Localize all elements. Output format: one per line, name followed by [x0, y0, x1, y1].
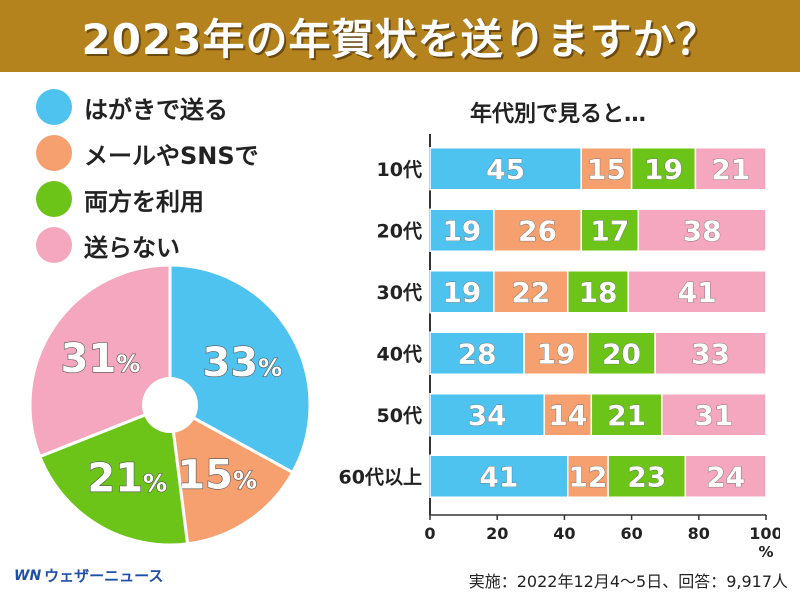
brand: WN ウェザーニュース	[14, 565, 163, 586]
survey-source: 実施：2022年12月4～5日、回答：9,917人	[468, 572, 788, 591]
legend-swatch-sns	[36, 135, 72, 171]
header-banner: 2023年の年賀状を送りますか？	[0, 0, 800, 72]
bar-value-label: 19	[442, 276, 481, 309]
bar-segment	[580, 147, 633, 191]
bar-value-label: 19	[537, 337, 576, 370]
bar-value-label: 17	[590, 214, 629, 247]
pie-center-hole	[142, 377, 198, 433]
x-axis-unit: %	[758, 543, 773, 558]
bar-segment	[429, 331, 525, 375]
bar-value-label: 15	[587, 153, 626, 186]
bar-segment	[654, 331, 767, 375]
bar-segment	[493, 208, 582, 252]
bar-value-label: 38	[683, 214, 722, 247]
category-label: 40代	[377, 343, 422, 365]
bar-segment	[429, 454, 569, 498]
legend-item-sns: メールやSNSで	[36, 130, 259, 176]
category-label: 60代以上	[339, 466, 422, 488]
bar-value-label: 21	[607, 399, 646, 432]
bar-chart-title: 年代別で見ると…	[470, 102, 647, 127]
bar-value-label: 41	[678, 276, 717, 309]
pie-slice	[28, 263, 172, 459]
legend-item-card: はがきで送る	[36, 84, 259, 130]
bar-segment	[543, 393, 593, 437]
legend-label-sns: メールやSNSで	[84, 141, 259, 170]
x-tick-label: 80	[688, 524, 710, 543]
stacked-bar-chart: 10代 45 15 19 21 20代 19 26 17 38 30代 19 22 18 41 40代 28 19…	[339, 134, 780, 558]
x-tick-label: 0	[424, 524, 435, 543]
bar-value-label: 19	[442, 214, 481, 247]
pie-slice-label: 21%	[87, 455, 167, 501]
bar-value-label: 20	[602, 337, 641, 370]
bar-value-label: 22	[511, 276, 550, 309]
legend-swatch-both	[36, 181, 72, 217]
bar-value-label: 23	[627, 460, 666, 493]
page-title: 2023年の年賀状を送りますか？	[81, 14, 719, 64]
legend-label-card: はがきで送る	[84, 95, 228, 124]
bar-segment	[567, 270, 629, 314]
bar-segment	[429, 270, 495, 314]
brand-logo-icon: WN	[14, 567, 42, 584]
bar-value-label: 34	[468, 399, 507, 432]
bar-segment	[567, 454, 609, 498]
bar-value-label: 24	[706, 460, 745, 493]
legend-swatch-card	[36, 89, 72, 125]
bar-value-label: 33	[691, 337, 730, 370]
pie-chart: 33% 15%21% 31%	[28, 263, 312, 547]
bar-value-label: 41	[479, 460, 518, 493]
bar-segment	[684, 454, 767, 498]
bar-segment	[661, 393, 767, 437]
bar-value-label: 45	[486, 153, 525, 186]
legend-item-none: 送らない	[36, 222, 259, 268]
brand-name: ウェザーニュース	[44, 567, 164, 585]
legend: はがきで送る メールやSNSで 両方を利用 送らない	[36, 84, 259, 268]
bar-value-label: 14	[548, 399, 587, 432]
pie-slice-label: 33%	[202, 340, 282, 386]
category-label: 20代	[377, 220, 422, 242]
x-tick-label: 100	[749, 524, 780, 543]
legend-item-both: 両方を利用	[36, 176, 259, 222]
category-label: 10代	[377, 159, 422, 181]
bar-value-label: 28	[458, 337, 497, 370]
bar-segment	[523, 331, 589, 375]
bar-value-label: 31	[694, 399, 733, 432]
bar-value-label: 26	[518, 214, 557, 247]
bar-value-label: 12	[568, 460, 607, 493]
bar-segment	[429, 208, 495, 252]
legend-label-both: 両方を利用	[84, 187, 204, 216]
bar-value-label: 19	[644, 153, 683, 186]
bar-segment	[637, 208, 767, 252]
x-tick-label: 20	[486, 524, 508, 543]
pie-slice	[37, 402, 190, 547]
legend-label-none: 送らない	[84, 233, 180, 262]
category-label: 50代	[377, 405, 422, 427]
category-label: 30代	[377, 282, 422, 304]
bar-value-label: 21	[711, 153, 750, 186]
bar-segment	[627, 270, 767, 314]
pie-slice	[168, 402, 295, 546]
bar-segment	[429, 147, 582, 191]
x-tick-label: 60	[620, 524, 642, 543]
pie-slice	[168, 263, 312, 475]
bar-segment	[493, 270, 569, 314]
bar-segment	[580, 208, 640, 252]
pie-slice-label: 15%	[177, 452, 257, 498]
bar-segment	[587, 331, 656, 375]
x-tick-label: 40	[553, 524, 575, 543]
legend-swatch-none	[36, 227, 72, 263]
bar-value-label: 18	[579, 276, 618, 309]
pie-slice-label: 31%	[61, 336, 141, 382]
bar-segment	[694, 147, 767, 191]
